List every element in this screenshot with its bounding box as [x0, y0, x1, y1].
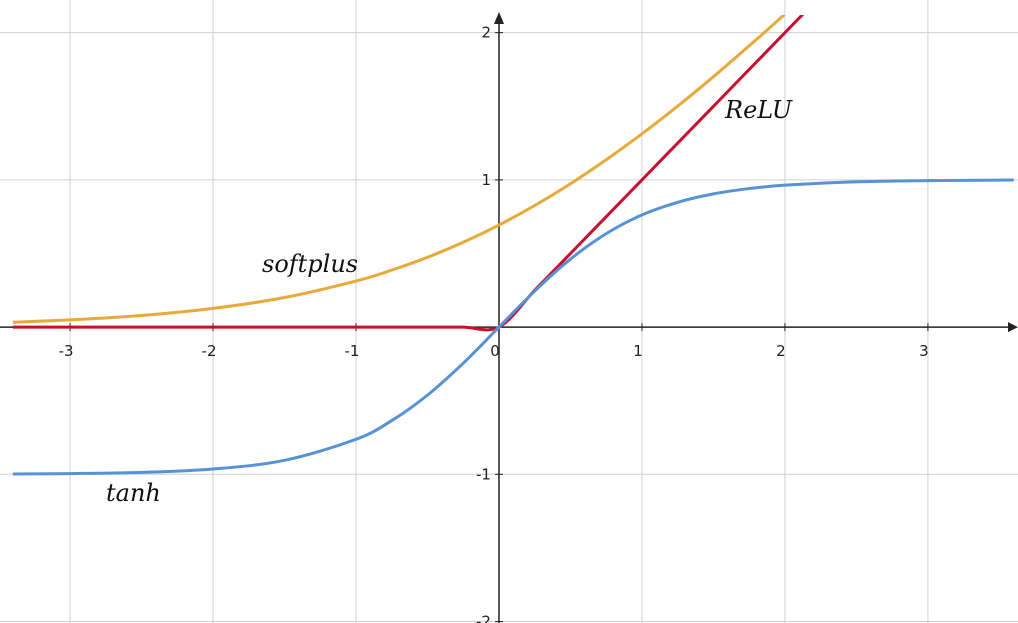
x-axis-arrow [1008, 322, 1018, 333]
x-tick-label: 1 [633, 342, 643, 360]
x-tick-label: 2 [776, 342, 786, 360]
x-tick-label: -3 [59, 342, 74, 360]
x-tick-label: -1 [345, 342, 360, 360]
y-tick-label: 2 [481, 24, 491, 42]
curve [12, 178, 1014, 476]
x-tick-label: -2 [202, 342, 217, 360]
curve [12, 15, 805, 332]
curve-label: tanh [106, 479, 161, 507]
curve-label: ReLU [724, 96, 793, 124]
x-tick-label: 3 [919, 342, 929, 360]
y-axis-arrow [493, 12, 504, 24]
y-tick-label: -2 [476, 613, 491, 623]
x-tick-label: 0 [490, 342, 500, 360]
y-tick-label: -1 [476, 465, 491, 483]
curve [12, 15, 787, 324]
y-tick-label: 1 [481, 171, 491, 189]
curve-label: softplus [262, 250, 358, 278]
